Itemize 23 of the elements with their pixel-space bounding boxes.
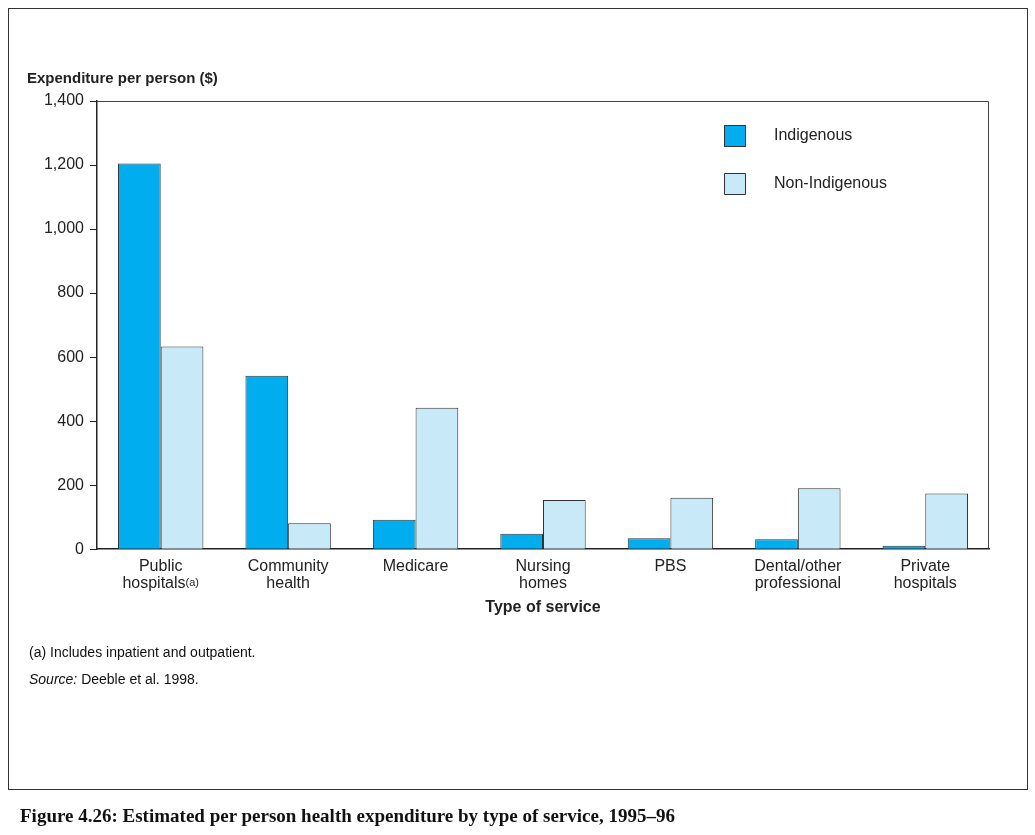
x-tick-label: Dental/other professional (754, 557, 843, 592)
y-tick-label: 800 (57, 283, 85, 301)
y-tick-label: 1,400 (43, 91, 85, 109)
text: (a) Includes inpatient and outpatient. (29, 643, 256, 662)
x-axis-title: Type of service (485, 598, 601, 616)
source-note: Source: Deeble et al. 1998. (29, 670, 200, 689)
x-tick-label: Nursing homes (515, 557, 571, 592)
legend-label: Indigenous (774, 126, 853, 144)
x-tick-label: Private hospitals (893, 557, 957, 592)
y-tick-label: 400 (57, 411, 85, 429)
y-tick-label: 1,200 (43, 155, 85, 173)
y-tick-label: 0 (75, 539, 85, 557)
figure-frame: 0 200 400 600 800 1,000 1,200 1,400 Public hospitals(a) Community health Medicare Nursing homes PBS Dental/other professional Private hospitals Type of service Expenditure per person ($) Indigenous Non-Indigenous (a) Includes inpatient and outpatient. Source: Deeble et al. 1998. (8, 8, 1028, 790)
y-tick-label: 1,000 (43, 219, 85, 237)
y-tick-label: 600 (57, 347, 85, 365)
x-tick-label: Public hospitals(a) (122, 557, 200, 592)
legend-label: Non-Indigenous (774, 174, 887, 192)
y-axis-title: Expenditure per person ($) (27, 69, 218, 86)
y-tick-label: 200 (57, 475, 85, 493)
x-tick-label: Community health (247, 557, 329, 592)
x-tick-label: PBS (654, 557, 687, 575)
text: Figure 4.26: Estimated per person health expenditure by type of service, 1995–96 (20, 805, 675, 827)
x-tick-label: Medicare (382, 557, 449, 575)
